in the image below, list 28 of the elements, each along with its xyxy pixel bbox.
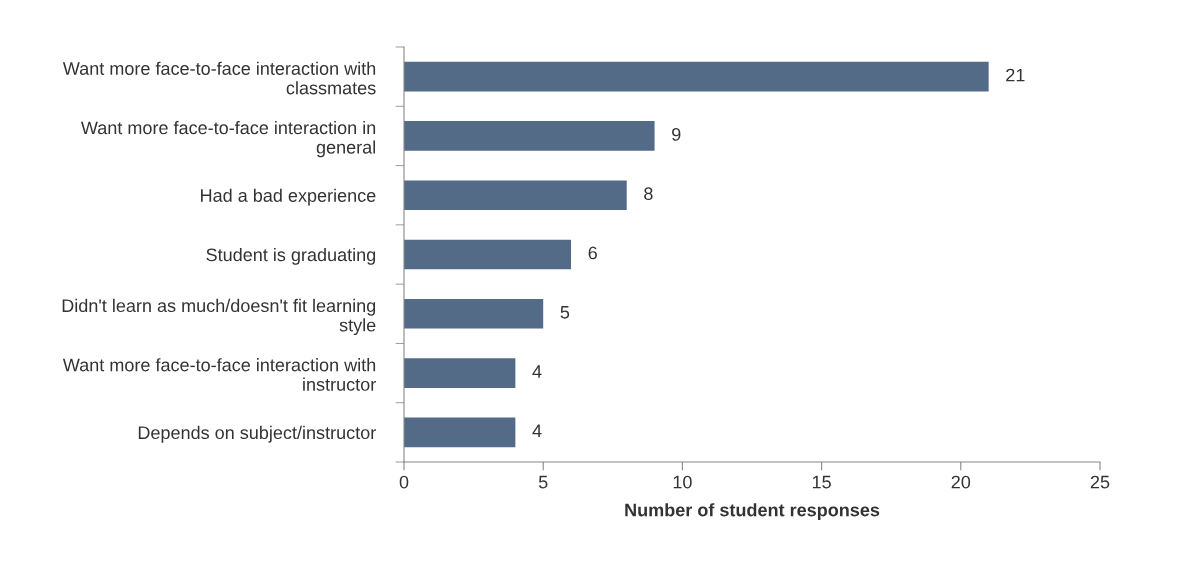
y-tick-label: Depends on subject/instructor: [138, 425, 376, 443]
data-label: 6: [588, 246, 597, 260]
bar: [404, 239, 572, 270]
bar: [404, 358, 516, 388]
y-tick-label: Student is graduating: [206, 247, 376, 265]
y-tick-label: Want more face-to-face interaction with classmates: [62, 61, 376, 95]
data-label: 4: [532, 365, 542, 378]
data-label: 4: [532, 424, 542, 438]
y-tick-label: Want more face-to-face interaction in general: [80, 120, 376, 158]
x-tick-label: 15: [812, 475, 831, 489]
y-tick-label: Didn't learn as much/doesn't fit learning style: [62, 298, 376, 336]
bar: [404, 298, 544, 329]
bar: [404, 417, 516, 448]
x-tick-label: 25: [1090, 475, 1110, 489]
bar: [404, 61, 989, 92]
data-label: 8: [644, 187, 653, 201]
data-label: 9: [672, 127, 681, 141]
x-tick-label: 20: [951, 475, 971, 489]
y-tick-label: Want more face-to-face interaction with instructor: [62, 358, 376, 391]
x-tick-label: 0: [399, 475, 409, 489]
x-axis-title: Number of student responses: [625, 503, 880, 520]
x-tick-label: 5: [538, 475, 548, 489]
bar: [404, 180, 627, 211]
data-label: 5: [560, 306, 570, 319]
y-tick-label: Had a bad experience: [201, 188, 376, 206]
x-tick-label: 10: [673, 475, 692, 489]
data-label: 21: [1006, 68, 1025, 82]
bar: [404, 121, 655, 151]
